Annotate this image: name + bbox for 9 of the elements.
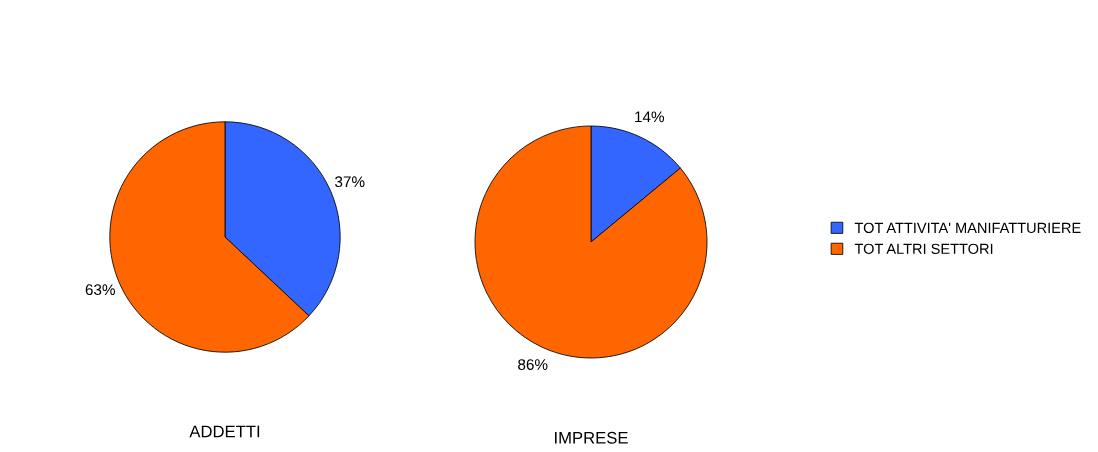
text: IMPRESE	[555, 431, 628, 444]
text: ADDETTI	[189, 425, 260, 438]
data-label: 86%	[518, 359, 548, 370]
legend-label: TOT ATTIVITA' MANIFATTURIERE	[854, 222, 1081, 234]
data-label: 63%	[85, 284, 115, 296]
legend-label: TOT ALTRI SETTORI	[854, 243, 993, 254]
data-label: 37%	[335, 176, 365, 188]
pie-slice	[474, 125, 708, 359]
data-label: 14%	[635, 111, 665, 123]
